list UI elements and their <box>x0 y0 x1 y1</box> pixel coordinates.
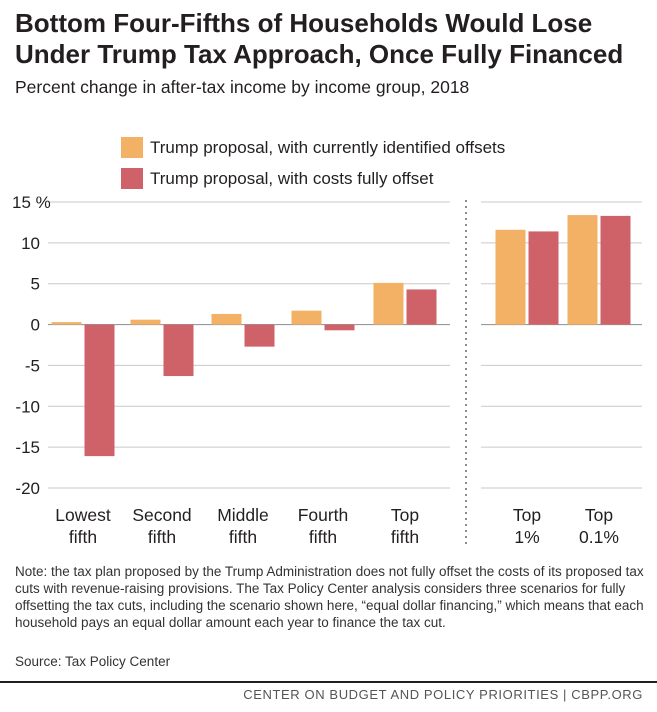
bar-fully-offset <box>600 215 631 325</box>
x-tick-label: Fourth <box>298 505 349 525</box>
y-tick-label: 5 <box>31 275 40 294</box>
bars <box>51 215 631 457</box>
footer-divider <box>0 681 657 683</box>
legend-label: Trump proposal, with costs fully offset <box>150 169 434 188</box>
bar-offsets <box>211 313 242 325</box>
x-tick-label: Middle <box>217 505 269 525</box>
x-tick-label: fifth <box>69 527 97 547</box>
x-axis: LowestfifthSecondfifthMiddlefifthFourthf… <box>55 505 619 547</box>
bar-offsets <box>567 215 598 325</box>
y-tick-label: -15 <box>15 438 40 457</box>
bar-fully-offset <box>528 231 559 325</box>
chart-source: Source: Tax Policy Center <box>15 654 171 669</box>
bar-offsets <box>373 282 404 325</box>
x-tick-label: Second <box>132 505 191 525</box>
legend-swatch <box>121 137 143 158</box>
y-tick-label: -10 <box>15 397 40 416</box>
x-tick-label: fifth <box>391 527 419 547</box>
bar-offsets <box>130 319 161 325</box>
bar-offsets <box>291 310 322 325</box>
legend: Trump proposal, with currently identifie… <box>121 137 505 189</box>
bar-offsets <box>51 322 82 325</box>
x-tick-label: fifth <box>309 527 337 547</box>
y-tick-label: -20 <box>15 479 40 498</box>
y-tick-label: -5 <box>25 356 40 375</box>
y-axis: 15 % 10 5 0 -5 -10 -15 -20 <box>12 193 51 498</box>
x-tick-label: Top <box>513 505 541 525</box>
footer-credit: CENTER ON BUDGET AND POLICY PRIORITIES |… <box>243 687 643 702</box>
y-tick-label: 10 <box>21 234 40 253</box>
chart-note: Note: the tax plan proposed by the Trump… <box>15 564 644 630</box>
bar-chart: Trump proposal, with currently identifie… <box>12 137 642 547</box>
x-tick-label: fifth <box>148 527 176 547</box>
x-tick-label: Top <box>585 505 613 525</box>
legend-label: Trump proposal, with currently identifie… <box>150 138 505 157</box>
bar-fully-offset <box>244 324 275 347</box>
y-tick-label: 0 <box>31 316 40 335</box>
legend-swatch <box>121 168 143 189</box>
x-tick-label: Lowest <box>55 505 111 525</box>
x-tick-label: Top <box>391 505 419 525</box>
y-tick-label: 15 % <box>12 193 51 212</box>
x-tick-label: 1% <box>514 527 539 547</box>
bar-fully-offset <box>324 324 355 331</box>
bar-fully-offset <box>406 289 437 325</box>
chart-subtitle: Percent change in after-tax income by in… <box>15 77 470 97</box>
bar-offsets <box>495 229 526 325</box>
bar-fully-offset <box>84 324 115 457</box>
chart-title: Bottom Four-Fifths of Households Would L… <box>15 8 624 69</box>
bar-fully-offset <box>163 324 194 377</box>
x-tick-label: fifth <box>229 527 257 547</box>
x-tick-label: 0.1% <box>579 527 619 547</box>
